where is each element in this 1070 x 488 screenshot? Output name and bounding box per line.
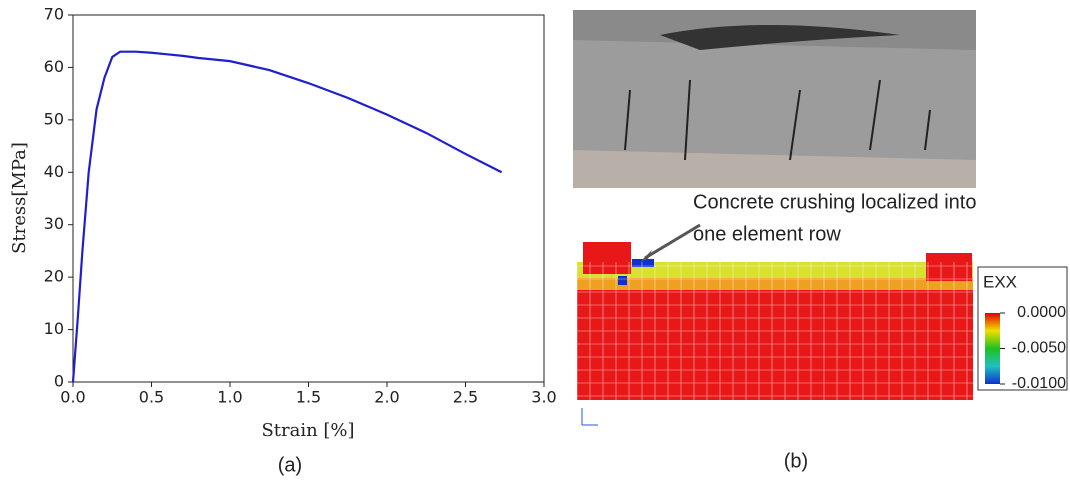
colorbar (985, 313, 1000, 384)
annotation: one element row (693, 223, 841, 245)
x-tick-label: 1.0 (217, 388, 242, 407)
y-tick-label: 0 (54, 372, 64, 391)
x-tick-label: 0.0 (60, 388, 85, 407)
x-tick-label: 0.5 (139, 388, 164, 407)
mesh-layer (577, 278, 973, 290)
arrow-head (640, 250, 652, 262)
y-tick-label: 30 (44, 214, 64, 233)
y-tick-label: 20 (44, 267, 64, 286)
x-tick-label: 2.5 (453, 388, 478, 407)
colorbar-label: 0.0000 (1017, 304, 1066, 321)
y-tick-label: 60 (44, 57, 64, 76)
support (583, 242, 631, 274)
crushed-row (632, 259, 654, 267)
y-axis-label: Stress[MPa] (9, 142, 30, 254)
support (926, 253, 972, 281)
crushed-el (618, 276, 627, 285)
beam (573, 40, 976, 160)
x-tick-label: 3.0 (531, 388, 556, 407)
cracks (624, 79, 931, 161)
stress-strain-curve (71, 50, 503, 383)
x-tick-label: 2.0 (374, 388, 399, 407)
y-tick-label: 70 (44, 5, 64, 24)
colorbar-label: -0.0100 (1012, 375, 1066, 392)
y-tick-label: 50 (44, 109, 64, 128)
colorbar-title: EXX (983, 272, 1017, 291)
arrow (644, 223, 701, 260)
y-tick-label: 10 (44, 319, 64, 338)
annotation: Concrete crushing localized into (693, 191, 977, 213)
caption: (a) (278, 454, 302, 476)
crushing (660, 25, 900, 50)
mesh-body (577, 290, 973, 400)
caption: (b) (784, 450, 808, 472)
y-tick-label: 40 (44, 162, 64, 181)
colorbar-label: -0.0050 (1012, 340, 1066, 357)
x-tick-label: 1.5 (296, 388, 321, 407)
x-axis-label: Strain [%] (261, 420, 354, 441)
axis-triad (581, 408, 598, 426)
plot-frame (72, 14, 545, 383)
mesh-grid (576, 262, 973, 400)
